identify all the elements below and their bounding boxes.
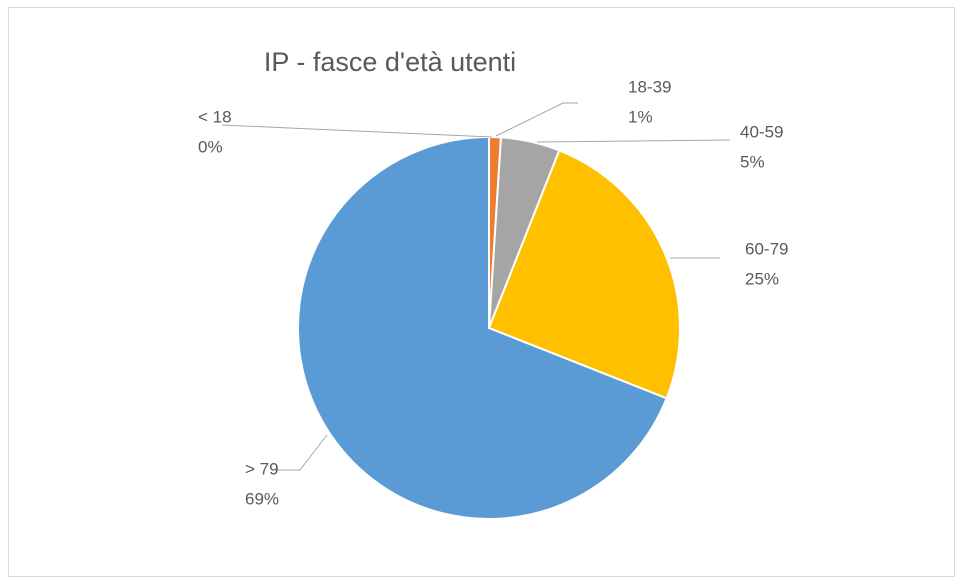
leader-line: [221, 124, 493, 138]
slice-value-label: 1%: [628, 107, 653, 126]
chart-title: IP - fasce d'età utenti: [264, 47, 516, 77]
leader-line: [536, 139, 731, 143]
slice-value-label: 25%: [745, 269, 779, 288]
slice-value-label: 5%: [740, 152, 765, 171]
slice-label: 18-39: [628, 77, 671, 96]
pie-slice: [487, 149, 681, 400]
slice-value-label: 69%: [245, 489, 279, 508]
slice-value-label: 0%: [198, 137, 223, 156]
slice-label: < 18: [198, 107, 232, 126]
pie-slice: [297, 135, 668, 520]
leader-line: [495, 102, 578, 137]
leader-line: [275, 434, 328, 471]
slice-label: 60-79: [745, 239, 788, 258]
slice-label: > 79: [245, 459, 279, 478]
slice-label: 40-59: [740, 122, 783, 141]
